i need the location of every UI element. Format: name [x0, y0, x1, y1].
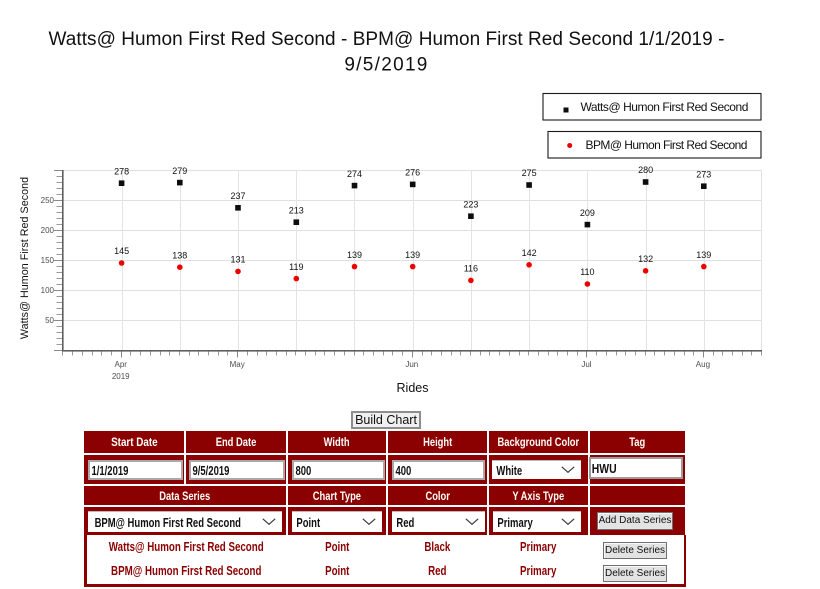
svg-text:209: 209 [580, 208, 595, 218]
svg-text:BPM@ Humon First Red Second: BPM@ Humon First Red Second [586, 138, 747, 152]
svg-text:145: 145 [114, 246, 129, 256]
svg-text:116: 116 [464, 264, 478, 274]
svg-text:50: 50 [45, 316, 54, 325]
svg-text:273: 273 [696, 169, 711, 179]
svg-text:142: 142 [522, 248, 537, 258]
svg-text:138: 138 [172, 250, 187, 260]
svg-text:150: 150 [41, 256, 55, 265]
svg-text:213: 213 [289, 205, 304, 215]
svg-text:Jun: Jun [405, 360, 418, 369]
svg-text:9/5/2019: 9/5/2019 [344, 55, 428, 76]
svg-text:250: 250 [41, 196, 55, 205]
svg-text:139: 139 [405, 250, 420, 260]
svg-text:275: 275 [522, 168, 537, 178]
svg-text:Watts@ Humon First Red Second: Watts@ Humon First Red Second - BPM@ Hum… [48, 29, 724, 50]
svg-text:278: 278 [114, 166, 129, 176]
svg-text:Rides: Rides [397, 381, 429, 395]
svg-text:132: 132 [638, 254, 653, 264]
svg-text:Watts@ Humon First Red Second: Watts@ Humon First Red Second [19, 177, 31, 339]
svg-text:274: 274 [347, 169, 362, 179]
svg-text:Apr: Apr [114, 360, 127, 369]
svg-text:279: 279 [172, 166, 187, 176]
svg-text:223: 223 [463, 199, 478, 209]
svg-text:2019: 2019 [112, 372, 130, 381]
svg-text:139: 139 [347, 250, 362, 260]
svg-text:139: 139 [696, 250, 711, 260]
svg-text:Watts@ Humon First Red Second: Watts@ Humon First Red Second [581, 100, 748, 114]
svg-text:200: 200 [41, 226, 55, 235]
svg-text:110: 110 [580, 267, 594, 277]
svg-text:Jul: Jul [581, 360, 591, 369]
svg-text:100: 100 [41, 286, 55, 295]
svg-text:131: 131 [230, 255, 245, 265]
svg-text:280: 280 [638, 165, 653, 175]
svg-text:119: 119 [289, 262, 303, 272]
svg-text:Aug: Aug [696, 360, 710, 369]
svg-text:237: 237 [230, 191, 245, 201]
svg-text:276: 276 [405, 168, 420, 178]
svg-text:May: May [230, 360, 245, 369]
